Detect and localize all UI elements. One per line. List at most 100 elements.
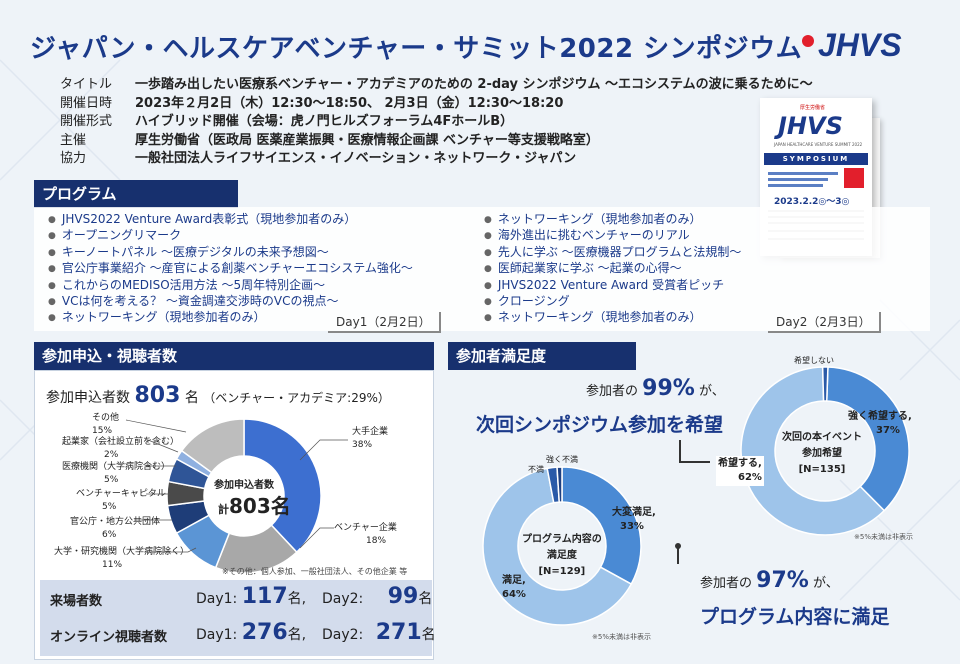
onsite-day1-value: 117 [241, 584, 288, 609]
jhvs-logo: JHVS [802, 27, 902, 63]
program-satisfaction-slice-0 [561, 466, 642, 586]
donut2-n: [N=129] [538, 566, 586, 577]
list-item: 医師起業家に学ぶ ～起業の心得～ [484, 261, 741, 277]
donut2-center: プログラム内容の 満足度 [N=129] [522, 532, 602, 580]
label-text: 起業家（会社設立前を含む） [62, 437, 180, 447]
info-row: 主催 厚生労働省（医政局 医薬産業振興・医療情報企画課 ベンチャー等支援戦略室） [60, 132, 813, 151]
unit: 名 [287, 591, 302, 607]
program-heading: プログラム [34, 180, 238, 208]
leaflet-brand: 厚生労働省 [800, 105, 826, 111]
day1-label: Day1: [196, 627, 238, 643]
label-text: その他 [92, 413, 120, 423]
donut1-note: ※5%未満は非表示 [854, 533, 913, 541]
day2-label: Day2: [322, 627, 364, 643]
donut2-note: ※5%未満は非表示 [592, 633, 651, 641]
label-text: 大手企業 [352, 427, 389, 437]
list-item: クロージング [484, 294, 741, 310]
label-value: 11% [102, 560, 123, 570]
label-gov: 官公庁・地方公共団体 6% [70, 516, 160, 542]
info-row: 協力 一般社団法人ライフサイエンス・イノベーション・ネットワーク・ジャパン [60, 150, 813, 169]
donut2-title2: 満足度 [546, 550, 577, 561]
info-key: タイトル [60, 77, 113, 92]
label-text: ベンチャー企業 [334, 523, 397, 533]
label-text: 満足, [502, 575, 526, 586]
page-title: ジャパン・ヘルスケアベンチャー・サミット2022 シンポジウム [30, 34, 803, 64]
donut2-vdis-label: 強く不満 [546, 455, 578, 464]
donut2-sat-label: 満足, 64% [502, 574, 526, 602]
label-value: 6% [102, 530, 117, 540]
info-key: 主催 [60, 132, 87, 148]
label-vc: ベンチャーキャピタル 5% [76, 488, 166, 514]
donut1-title2: 参加希望 [802, 448, 842, 459]
day1-label: Day1: [196, 591, 238, 607]
pct-a-post: が、 [698, 384, 725, 399]
label-other: その他 15% [92, 412, 119, 438]
label-value: 5% [104, 475, 119, 485]
program-satisfaction-slice-3 [556, 466, 563, 503]
list-item: オープニングリマーク [48, 228, 413, 244]
satisfaction-a-message: 次回シンポジウム参加を希望 [476, 414, 724, 436]
satisfaction-heading: 参加者満足度 [448, 342, 636, 370]
next-event-slice-1 [740, 366, 886, 536]
label-text: 大変満足, [612, 507, 656, 518]
label-value: 33% [620, 521, 644, 532]
list-item: JHVS2022 Venture Award 受賞者ピッチ [484, 278, 741, 294]
list-item: 先人に学ぶ ～医療機器プログラムと法規制～ [484, 245, 741, 261]
info-value: ハイブリッド開催（会場：虎ノ門ヒルズフォーラム4FホールB） [135, 114, 514, 129]
leaflet-date: 2023.2.2◎～3◎ [774, 197, 850, 207]
pct-a-pre: 参加者の [586, 384, 639, 399]
donut-center-total: 計803名 [218, 490, 291, 519]
pct-b-post: が、 [812, 576, 839, 591]
online-day2: Day2: 271名 [322, 620, 436, 645]
unit: 名 [287, 627, 302, 643]
label-value: 5% [102, 502, 117, 512]
registration-donut-chart [166, 418, 322, 574]
info-value: 2023年２月2日（木）12:30～18:50、 2月3日（金）12:30～18… [135, 95, 564, 111]
donut1-hope-label: 希望する, 62% [716, 456, 764, 486]
day2-label: Day2: [322, 591, 364, 607]
satisfaction-b-message: プログラム内容に満足 [700, 606, 890, 628]
list-item: 官公庁事業紹介 ～産官による創薬ベンチャーエコシステム強化～ [48, 261, 413, 277]
registration-note: （ベンチャー・アカデミア:29%） [203, 391, 390, 405]
label-text: 希望する, [718, 458, 762, 469]
info-key: 開催形式 [60, 114, 113, 129]
label-large: 大手企業 38% [352, 426, 388, 452]
donut1-center: 次回の本イベント 参加希望 [N=135] [782, 430, 862, 478]
list-item: ネットワーキング（現地参加者のみ） [484, 310, 741, 326]
info-row: 開催形式 ハイブリッド開催（会場：虎ノ門ヒルズフォーラム4FホールB） [60, 113, 813, 132]
pct-a-value: 99% [642, 376, 695, 401]
list-item: 海外進出に挑むベンチャーのリアル [484, 228, 741, 244]
label-med: 医療機関（大学病院含む） 5% [62, 461, 170, 487]
info-key: 協力 [60, 151, 87, 166]
donut2-very-label: 大変満足, 33% [612, 506, 656, 534]
registration-heading: 参加申込・視聴者数 [34, 342, 434, 370]
registration-slice-7 [180, 418, 245, 474]
label-value: 2% [104, 450, 119, 460]
registration-unit: 名 [184, 390, 199, 406]
label-consult: 起業家（会社設立前を含む） 2% [62, 436, 179, 462]
list-item: VCは何を考える？ ～資金調達交渉時のVCの視点～ [48, 294, 413, 310]
label-value: 37% [876, 425, 900, 436]
info-row: タイトル 一歩踏み出したい医療系ベンチャー・アカデミアのための 2-day シンポ… [60, 76, 813, 95]
label-value: 64% [502, 589, 526, 600]
donut2-dis-label: 不満 [528, 465, 544, 474]
label-venture: ベンチャー企業 18% [334, 522, 397, 548]
pct-b-pre: 参加者の [700, 576, 753, 591]
event-info: タイトル 一歩踏み出したい医療系ベンチャー・アカデミアのための 2-day シンポ… [60, 76, 813, 169]
onsite-day1: Day1: 117名, [196, 584, 306, 609]
leaflet-band: SYMPOSIUM [764, 153, 868, 165]
label-value: 18% [366, 536, 387, 546]
program-satisfaction-slice-1 [482, 467, 633, 626]
info-value: 一歩踏み出したい医療系ベンチャー・アカデミアのための 2-day シンポジウム … [135, 77, 813, 92]
online-day1-value: 276 [241, 620, 288, 645]
list-item: ネットワーキング（現地参加者のみ） [48, 310, 413, 326]
next-event-donut-chart [740, 366, 910, 536]
program-day2-list: ネットワーキング（現地参加者のみ） 海外進出に挑むベンチャーのリアル 先人に学ぶ… [484, 212, 741, 327]
day2-label: Day2（2月3日） [768, 312, 881, 333]
separator: , [301, 627, 307, 643]
donut2-title1: プログラム内容の [522, 534, 602, 545]
list-item: キーノートパネル ～医療デジタルの未来予想図～ [48, 245, 413, 261]
info-value: 厚生労働省（医政局 医薬産業振興・医療情報企画課 ベンチャー等支援戦略室） [135, 132, 599, 148]
